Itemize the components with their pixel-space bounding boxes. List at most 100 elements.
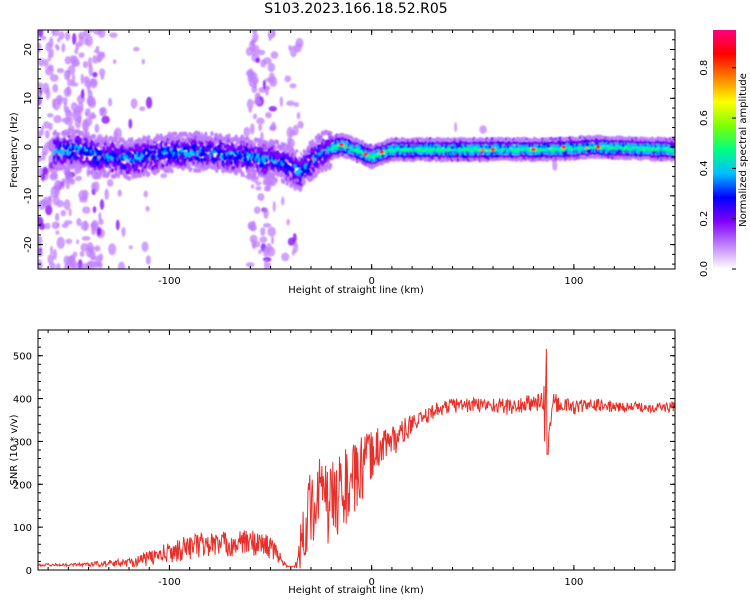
spectrogram-cell [302, 180, 306, 186]
spectrogram-cell [270, 51, 279, 59]
spectrogram-cell [95, 170, 99, 176]
spectrogram-cell [267, 62, 276, 73]
spectrogram-cell [317, 133, 321, 138]
spectrogram-cell [321, 145, 326, 151]
spectrogram-cell [147, 135, 151, 140]
spectrogram-cell [243, 126, 251, 137]
spectrogram-cell [252, 142, 256, 148]
spectrogram-cell [329, 162, 333, 168]
y-tick-label: 10 [23, 92, 34, 105]
spectrogram-cell [173, 131, 178, 137]
spectrogram-cell [218, 164, 223, 170]
spectrogram-cell [250, 184, 255, 189]
spectrogram-cell [171, 131, 175, 137]
spectrogram-cell [114, 138, 118, 143]
spectrogram-cell [56, 236, 66, 249]
spectrogram-cell [145, 205, 150, 212]
spectrogram-cell [66, 172, 73, 181]
spectrogram-cell [93, 181, 100, 193]
spectrogram-cell [68, 128, 72, 133]
spectrogram-cell [79, 158, 83, 164]
spectrogram-cell [279, 156, 283, 162]
spectrogram-cell [561, 145, 567, 149]
spectrogram-cell [186, 151, 190, 157]
spectrogram-cell [72, 251, 78, 258]
spectrogram-cell [44, 129, 50, 139]
spectrogram-cell [154, 161, 158, 167]
spectrogram-cell [58, 143, 62, 148]
spectrogram-cell [290, 159, 294, 165]
spectrogram-cell [47, 254, 54, 265]
colorbar: 0.0 0.2 0.4 0.6 0.8 Normalized spectral ampl… [699, 30, 749, 277]
spectrogram-cell [130, 98, 138, 109]
spectrogram-cell [317, 144, 321, 149]
spectrogram-cell [63, 129, 67, 135]
spectrogram-cell [139, 106, 146, 111]
spectrogram-cell [101, 140, 105, 146]
y-tick-label: 20 [23, 43, 34, 56]
spectrogram-cell [595, 145, 601, 149]
spectrogram-cell [252, 113, 258, 120]
spectrogram-cell [289, 152, 293, 157]
spectrogram-cell [127, 163, 132, 169]
spectrogram-cell [38, 222, 46, 231]
spectrogram-cell [267, 170, 271, 176]
spectrogram-cell [235, 164, 239, 169]
spectrogram-cell [121, 226, 126, 237]
spectrogram-cell [265, 85, 269, 96]
spectrogram-cell [275, 139, 280, 145]
spectrogram-cell [256, 137, 260, 143]
spectrogram-cell [223, 144, 227, 149]
spectrogram-cell [295, 37, 304, 48]
spectrogram-cell [107, 141, 111, 147]
spectrogram-cell [141, 58, 145, 65]
spectrogram-cell [227, 133, 231, 139]
spectrogram-cell [255, 181, 262, 186]
spectrogram-cell [319, 136, 323, 141]
spectrogram-cell [315, 148, 320, 154]
spectrogram-cell [79, 196, 88, 203]
spectrogram-cell [62, 97, 68, 105]
spectrogram-cell [267, 151, 271, 157]
spectrogram-cell [75, 262, 79, 269]
spectrogram-cell [56, 67, 65, 74]
spectrogram-cell [245, 262, 255, 268]
x-tick-label: 0 [368, 577, 374, 588]
spectrogram-cell [84, 128, 88, 134]
spectrogram-cell [267, 226, 277, 237]
spectrogram-cell [80, 154, 84, 160]
spectrogram-cell [89, 78, 98, 89]
spectrogram-cell [672, 148, 675, 152]
spectrogram-cell [116, 165, 121, 171]
spectrogram-cell [272, 149, 276, 155]
spectrogram-cell [48, 36, 54, 49]
spectrogram-cell [552, 159, 558, 172]
spectrogram-cell [61, 43, 66, 53]
spectrogram-cell [106, 179, 114, 187]
colorbar-gradient [713, 30, 736, 269]
spectrogram-cell [258, 249, 262, 255]
spectrogram-cell [109, 32, 118, 38]
spectrogram-cell [262, 79, 266, 90]
spectrogram-cell [73, 163, 77, 169]
spectrogram-cell [137, 137, 141, 143]
y-tick-label: 400 [13, 395, 32, 406]
spectrogram-cell [81, 236, 91, 241]
spectrogram-cell [55, 263, 61, 269]
spectrogram-cell [297, 120, 304, 129]
spectrogram-cell [249, 234, 258, 244]
spectrogram-cell [38, 199, 46, 211]
spectrogram-cell [223, 167, 227, 173]
spectrogram-cell [131, 154, 135, 159]
spectrogram-cell [256, 165, 260, 171]
spectrogram-cell [490, 147, 496, 152]
spectrogram-cell [71, 55, 79, 67]
spectrogram-cell [286, 126, 294, 139]
spectrogram-cell [40, 173, 46, 182]
spectrogram-cell [47, 195, 53, 201]
spectrogram-cell [128, 245, 133, 250]
spectrogram-cell [54, 213, 60, 222]
snr-panel: -100 0 100 0 100 200 300 400 500 Height of strai… [9, 329, 676, 596]
spectrogram-cell [262, 158, 266, 164]
spectrogram-cell [80, 220, 90, 231]
